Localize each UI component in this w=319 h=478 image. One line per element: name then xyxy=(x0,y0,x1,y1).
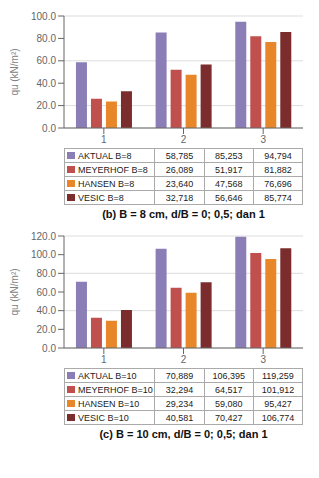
svg-text:3: 3 xyxy=(260,134,266,145)
svg-text:0.0: 0.0 xyxy=(42,343,56,354)
html-text:58,785: 58,785 xyxy=(165,150,194,161)
html-text:AKTUAL B=8: AKTUAL B=8 xyxy=(78,150,132,161)
svg-text:3: 3 xyxy=(260,354,266,365)
html-text:HANSEN B=10: HANSEN B=10 xyxy=(78,398,140,409)
svg-text:1: 1 xyxy=(101,134,107,145)
html-text:MEYERHOF B=8: MEYERHOF B=8 xyxy=(78,164,148,175)
html-text:106,774: 106,774 xyxy=(261,412,295,423)
svg-text:qu (kN/m²): qu (kN/m²) xyxy=(9,48,20,95)
svg-text:100.0: 100.0 xyxy=(31,11,56,22)
html-text:29,234: 29,234 xyxy=(165,398,194,409)
html-text:51,917: 51,917 xyxy=(214,164,243,175)
html-text:106,395: 106,395 xyxy=(212,370,245,381)
html-text:23,640: 23,640 xyxy=(165,178,194,189)
html-text:MEYERHOF B=10: MEYERHOF B=10 xyxy=(78,384,153,395)
html-text:AKTUAL B=10: AKTUAL B=10 xyxy=(78,370,137,381)
svg-text:60.0: 60.0 xyxy=(37,55,57,66)
html-text:95,427: 95,427 xyxy=(264,398,292,409)
html-text:HANSEN B=8: HANSEN B=8 xyxy=(78,178,135,189)
html-text:26,089: 26,089 xyxy=(165,164,194,175)
svg-text:0.0: 0.0 xyxy=(42,123,56,134)
svg-text:2: 2 xyxy=(181,134,187,145)
svg-text:20.0: 20.0 xyxy=(37,100,57,111)
svg-text:qu (kN/m²): qu (kN/m²) xyxy=(9,268,20,315)
html-text:94,794: 94,794 xyxy=(264,150,292,161)
html-text:VESIC B=10: VESIC B=10 xyxy=(78,412,129,423)
html-text:85,774: 85,774 xyxy=(264,192,292,203)
html-text:59,080: 59,080 xyxy=(214,398,243,409)
html-text:(b) B = 8 cm, d/B = 0; 0,5; da: (b) B = 8 cm, d/B = 0; 0,5; dan 1 xyxy=(102,208,265,220)
html-text:64,517: 64,517 xyxy=(214,384,243,395)
html-text:40,581: 40,581 xyxy=(165,412,194,423)
html-text:56,646: 56,646 xyxy=(214,192,243,203)
html-text:VESIC B=8: VESIC B=8 xyxy=(78,192,124,203)
html-text:76,696: 76,696 xyxy=(264,178,292,189)
html-text:81,882: 81,882 xyxy=(264,164,292,175)
svg-text:2: 2 xyxy=(181,354,187,365)
html-text:70,427: 70,427 xyxy=(214,412,243,423)
html-text:85,253: 85,253 xyxy=(214,150,243,161)
svg-text:100.0: 100.0 xyxy=(31,249,56,260)
svg-text:80.0: 80.0 xyxy=(37,33,57,44)
html-text:119,259: 119,259 xyxy=(262,370,294,381)
svg-text:1: 1 xyxy=(101,354,107,365)
svg-text:120.0: 120.0 xyxy=(31,231,56,242)
html-text:32,294: 32,294 xyxy=(165,384,194,395)
html-text:47,568: 47,568 xyxy=(214,178,243,189)
html-text:70,889: 70,889 xyxy=(165,370,194,381)
svg-text:40.0: 40.0 xyxy=(37,78,57,89)
html-text:32,718: 32,718 xyxy=(165,192,194,203)
svg-text:80.0: 80.0 xyxy=(37,268,57,279)
svg-text:20.0: 20.0 xyxy=(37,324,57,335)
html-text:(c) B = 10 cm, d/B = 0; 0,5; d: (c) B = 10 cm, d/B = 0; 0,5; dan 1 xyxy=(99,428,268,440)
svg-text:60.0: 60.0 xyxy=(37,287,57,298)
html-text:101,912: 101,912 xyxy=(261,384,295,395)
svg-text:40.0: 40.0 xyxy=(37,305,57,316)
